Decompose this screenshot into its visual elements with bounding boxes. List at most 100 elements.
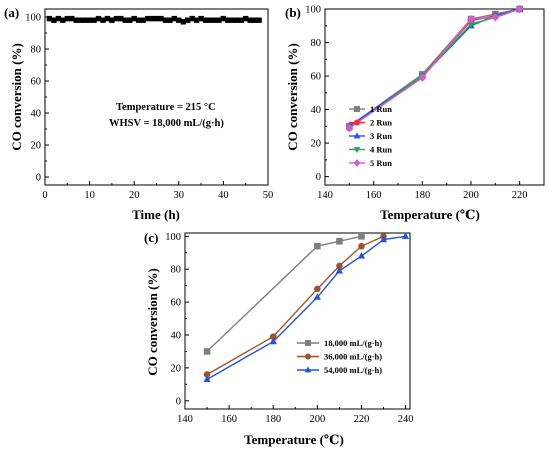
data-point xyxy=(313,293,321,300)
panel-a-ticks: 0 10 20 30 40 50 0 20 40 60 80 100 xyxy=(25,13,273,202)
y-tick-label: 0 xyxy=(36,173,41,184)
y-tick-label: 20 xyxy=(31,141,42,152)
x-tick-label: 200 xyxy=(309,414,325,425)
data-point xyxy=(100,17,106,23)
x-tick-label: 160 xyxy=(366,190,382,201)
data-point xyxy=(167,17,173,23)
data-point xyxy=(401,232,410,239)
data-point xyxy=(216,17,222,23)
data-point xyxy=(203,348,211,355)
y-tick-label: 80 xyxy=(171,265,182,276)
data-point xyxy=(162,17,169,23)
panel-a-y-axis-label: CO conversion (%) xyxy=(9,43,24,151)
data-point xyxy=(118,15,124,22)
data-point xyxy=(251,17,258,23)
data-point xyxy=(91,17,97,23)
panel-c: (c) 140 160 180 200 220 240 0 20 40 60 80 100 18,00… xyxy=(144,230,413,447)
data-point xyxy=(234,17,240,23)
legend-label: 4 Run xyxy=(370,145,392,155)
y-tick-label: 60 xyxy=(171,298,182,309)
data-point xyxy=(171,15,178,22)
series-line xyxy=(206,235,362,352)
x-tick-label: 180 xyxy=(414,190,430,201)
panel-c-ticks: 140 160 180 200 220 240 0 20 40 60 80 100 xyxy=(165,232,413,425)
legend-label: 5 Run xyxy=(370,158,392,168)
data-point xyxy=(203,371,211,378)
x-tick-label: 40 xyxy=(218,190,229,201)
panel-b-x-axis-label: Temperature (℃) xyxy=(380,207,480,222)
x-tick-label: 0 xyxy=(42,190,47,201)
data-point xyxy=(207,17,213,23)
x-tick-label: 180 xyxy=(265,414,281,425)
y-tick-label: 0 xyxy=(316,172,321,183)
legend-label: 2 Run xyxy=(370,118,392,128)
legend-marker xyxy=(354,119,360,126)
data-point xyxy=(193,17,200,23)
legend-marker xyxy=(305,353,311,360)
panel-b-marks xyxy=(345,4,524,133)
data-point xyxy=(82,17,88,23)
panel-a-x-axis-label: Time (h) xyxy=(132,207,180,222)
data-point xyxy=(185,17,191,23)
legend-label: 18,000 mL/(g·h) xyxy=(324,338,382,348)
x-tick-label: 50 xyxy=(263,190,274,201)
data-point xyxy=(131,15,137,22)
y-tick-label: 100 xyxy=(305,5,321,16)
panel-b-frame xyxy=(324,8,545,186)
data-point xyxy=(229,17,236,23)
data-point xyxy=(467,21,475,29)
data-point xyxy=(211,17,218,23)
y-tick-label: 60 xyxy=(31,77,42,88)
legend-marker xyxy=(353,159,361,167)
x-tick-label: 140 xyxy=(177,414,193,425)
panel-c-y-axis-label: CO conversion (%) xyxy=(145,268,160,376)
legend-label: 36,000 mL/(g·h) xyxy=(324,352,382,362)
data-point xyxy=(104,15,111,22)
data-point xyxy=(256,17,262,23)
panel-a: (a) 0 10 20 30 40 50 0 20 40 60 80 100 Time (h) CO … xyxy=(4,5,273,222)
x-tick-label: 200 xyxy=(463,190,479,201)
data-point xyxy=(127,17,133,23)
legend-label: 1 Run xyxy=(370,104,392,114)
x-tick-label: 10 xyxy=(84,190,95,201)
data-point xyxy=(180,19,186,25)
panel-c-label: (c) xyxy=(144,230,158,245)
panel-a-temperature-annotation: Temperature = 215 °C xyxy=(116,102,216,113)
legend-marker xyxy=(354,106,360,112)
data-point xyxy=(46,15,53,22)
data-point xyxy=(467,14,475,24)
x-tick-label: 240 xyxy=(398,414,414,425)
panel-c-marks xyxy=(203,232,410,383)
legend-label: 3 Run xyxy=(370,131,392,141)
data-point xyxy=(55,15,62,22)
panel-a-marks xyxy=(46,15,262,25)
data-point xyxy=(336,262,343,270)
data-point xyxy=(491,13,499,22)
data-point xyxy=(269,333,277,340)
data-point xyxy=(516,4,524,14)
data-point xyxy=(220,15,227,22)
data-point xyxy=(418,73,426,83)
x-tick-label: 220 xyxy=(512,190,528,201)
legend-label: 54,000 mL/(g·h) xyxy=(324,365,382,375)
data-point xyxy=(73,17,79,23)
legend-marker xyxy=(353,147,361,154)
data-point xyxy=(60,17,66,23)
y-tick-label: 40 xyxy=(31,109,42,120)
data-point xyxy=(176,17,182,23)
y-tick-label: 40 xyxy=(171,330,182,341)
x-tick-label: 160 xyxy=(221,414,237,425)
data-point xyxy=(198,15,204,22)
data-point xyxy=(314,285,321,293)
legend-marker xyxy=(353,132,361,139)
data-point xyxy=(336,237,343,245)
panel-b-label: (b) xyxy=(285,5,301,20)
data-point xyxy=(135,17,142,23)
data-point xyxy=(379,235,388,243)
panel-a-frame xyxy=(44,8,269,186)
data-point xyxy=(109,17,115,23)
panel-c-frame xyxy=(184,232,411,410)
y-tick-label: 0 xyxy=(176,396,181,407)
data-point xyxy=(203,375,211,383)
x-tick-label: 20 xyxy=(129,190,140,201)
